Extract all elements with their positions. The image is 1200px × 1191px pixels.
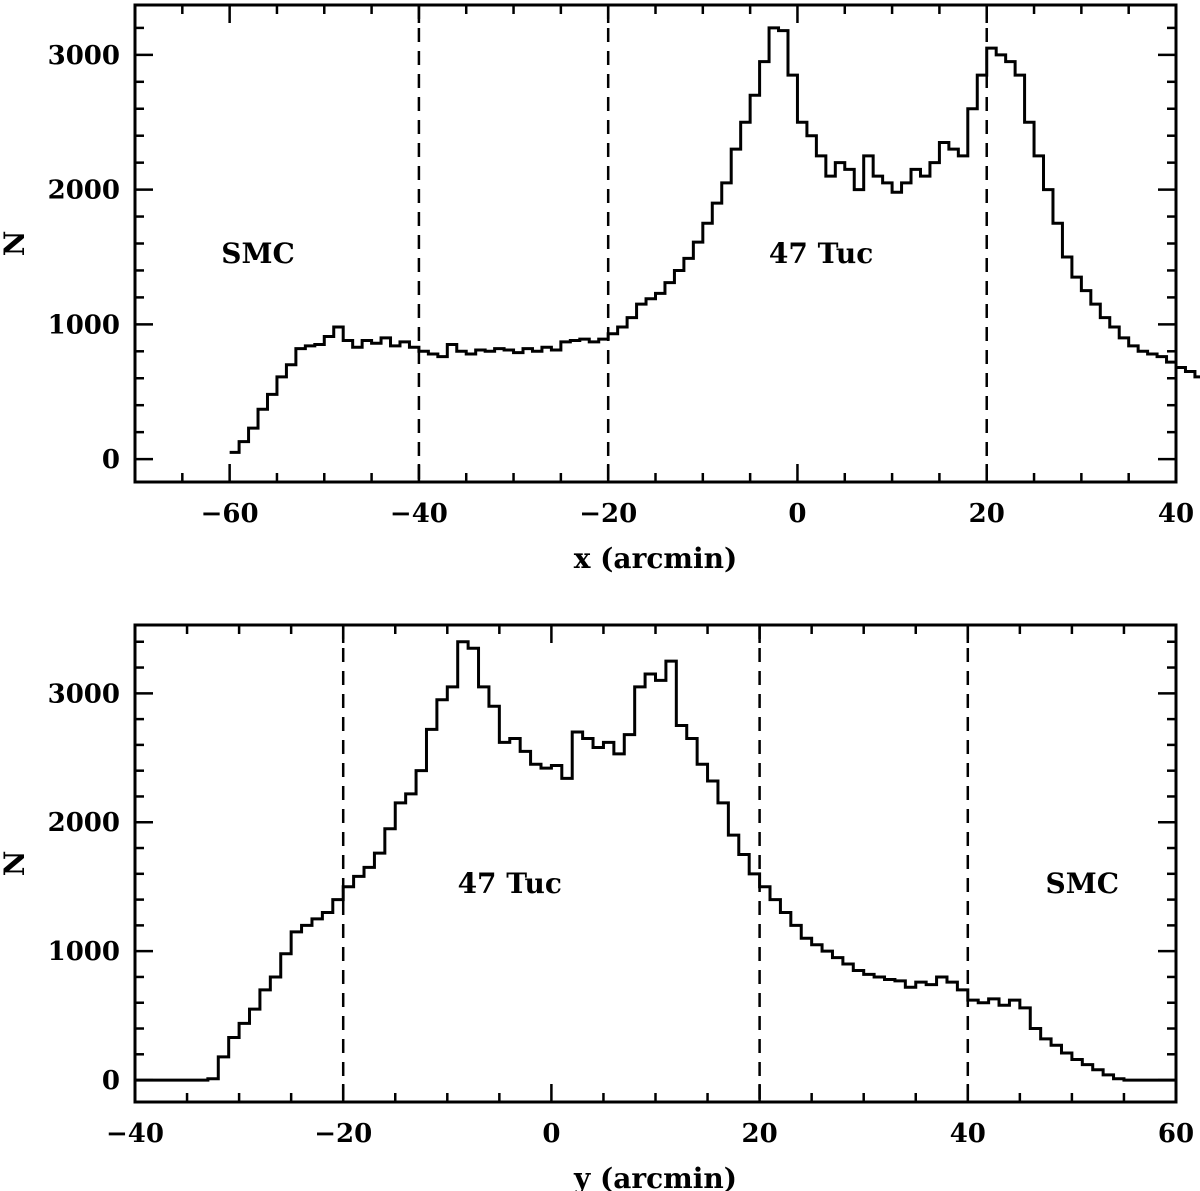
bottom-x-tick-label: −20 bbox=[314, 1119, 372, 1149]
bottom-y-tick-label: 0 bbox=[102, 1066, 120, 1096]
top-region-label: SMC bbox=[221, 237, 295, 270]
top-x-tick-label: 40 bbox=[1158, 499, 1194, 529]
bottom-x-tick-label: 20 bbox=[742, 1119, 778, 1149]
top-histogram-series bbox=[229, 26, 1200, 454]
top-x-tick-label: −60 bbox=[201, 499, 259, 529]
top-x-tick-label: −20 bbox=[579, 499, 637, 529]
bottom-region-label: 47 Tuc bbox=[458, 867, 562, 900]
bottom-x-axis-label: y (arcmin) bbox=[573, 1162, 737, 1191]
top-region-label: 47 Tuc bbox=[769, 237, 873, 270]
bottom-y-tick-label: 2000 bbox=[48, 808, 120, 838]
bottom-region-label: SMC bbox=[1046, 867, 1120, 900]
top-y-tick-label: 3000 bbox=[48, 41, 120, 71]
top-y-tick-label: 1000 bbox=[48, 310, 120, 340]
bottom-histogram-panel: −40 −20 0 20 40 60 0 1000 2000 3000 y (arcmin) N 47 … bbox=[0, 623, 1194, 1191]
bottom-x-tick-label: −40 bbox=[106, 1119, 164, 1149]
top-y-tick-label: 0 bbox=[102, 445, 120, 475]
top-x-tick-label: 0 bbox=[788, 499, 806, 529]
bottom-histogram-series bbox=[135, 640, 1176, 1082]
top-y-tick-label: 2000 bbox=[48, 176, 120, 206]
top-x-axis-label: x (arcmin) bbox=[574, 542, 738, 575]
top-x-tick-label: 20 bbox=[969, 499, 1005, 529]
bottom-y-tick-label: 1000 bbox=[48, 937, 120, 967]
top-x-tick-label: −40 bbox=[390, 499, 448, 529]
bottom-plot-frame bbox=[133, 623, 1178, 1104]
bottom-y-axis-label: N bbox=[0, 851, 31, 877]
bottom-x-tick-label: 60 bbox=[1158, 1119, 1194, 1149]
top-y-axis-label: N bbox=[0, 231, 31, 257]
bottom-y-tick-label: 3000 bbox=[48, 679, 120, 709]
top-histogram-panel: −60 −40 −20 0 20 40 0 1000 2000 3000 x (arcmin) N SM… bbox=[0, 3, 1200, 575]
bottom-x-tick-label: 40 bbox=[950, 1119, 986, 1149]
bottom-x-tick-label: 0 bbox=[542, 1119, 560, 1149]
